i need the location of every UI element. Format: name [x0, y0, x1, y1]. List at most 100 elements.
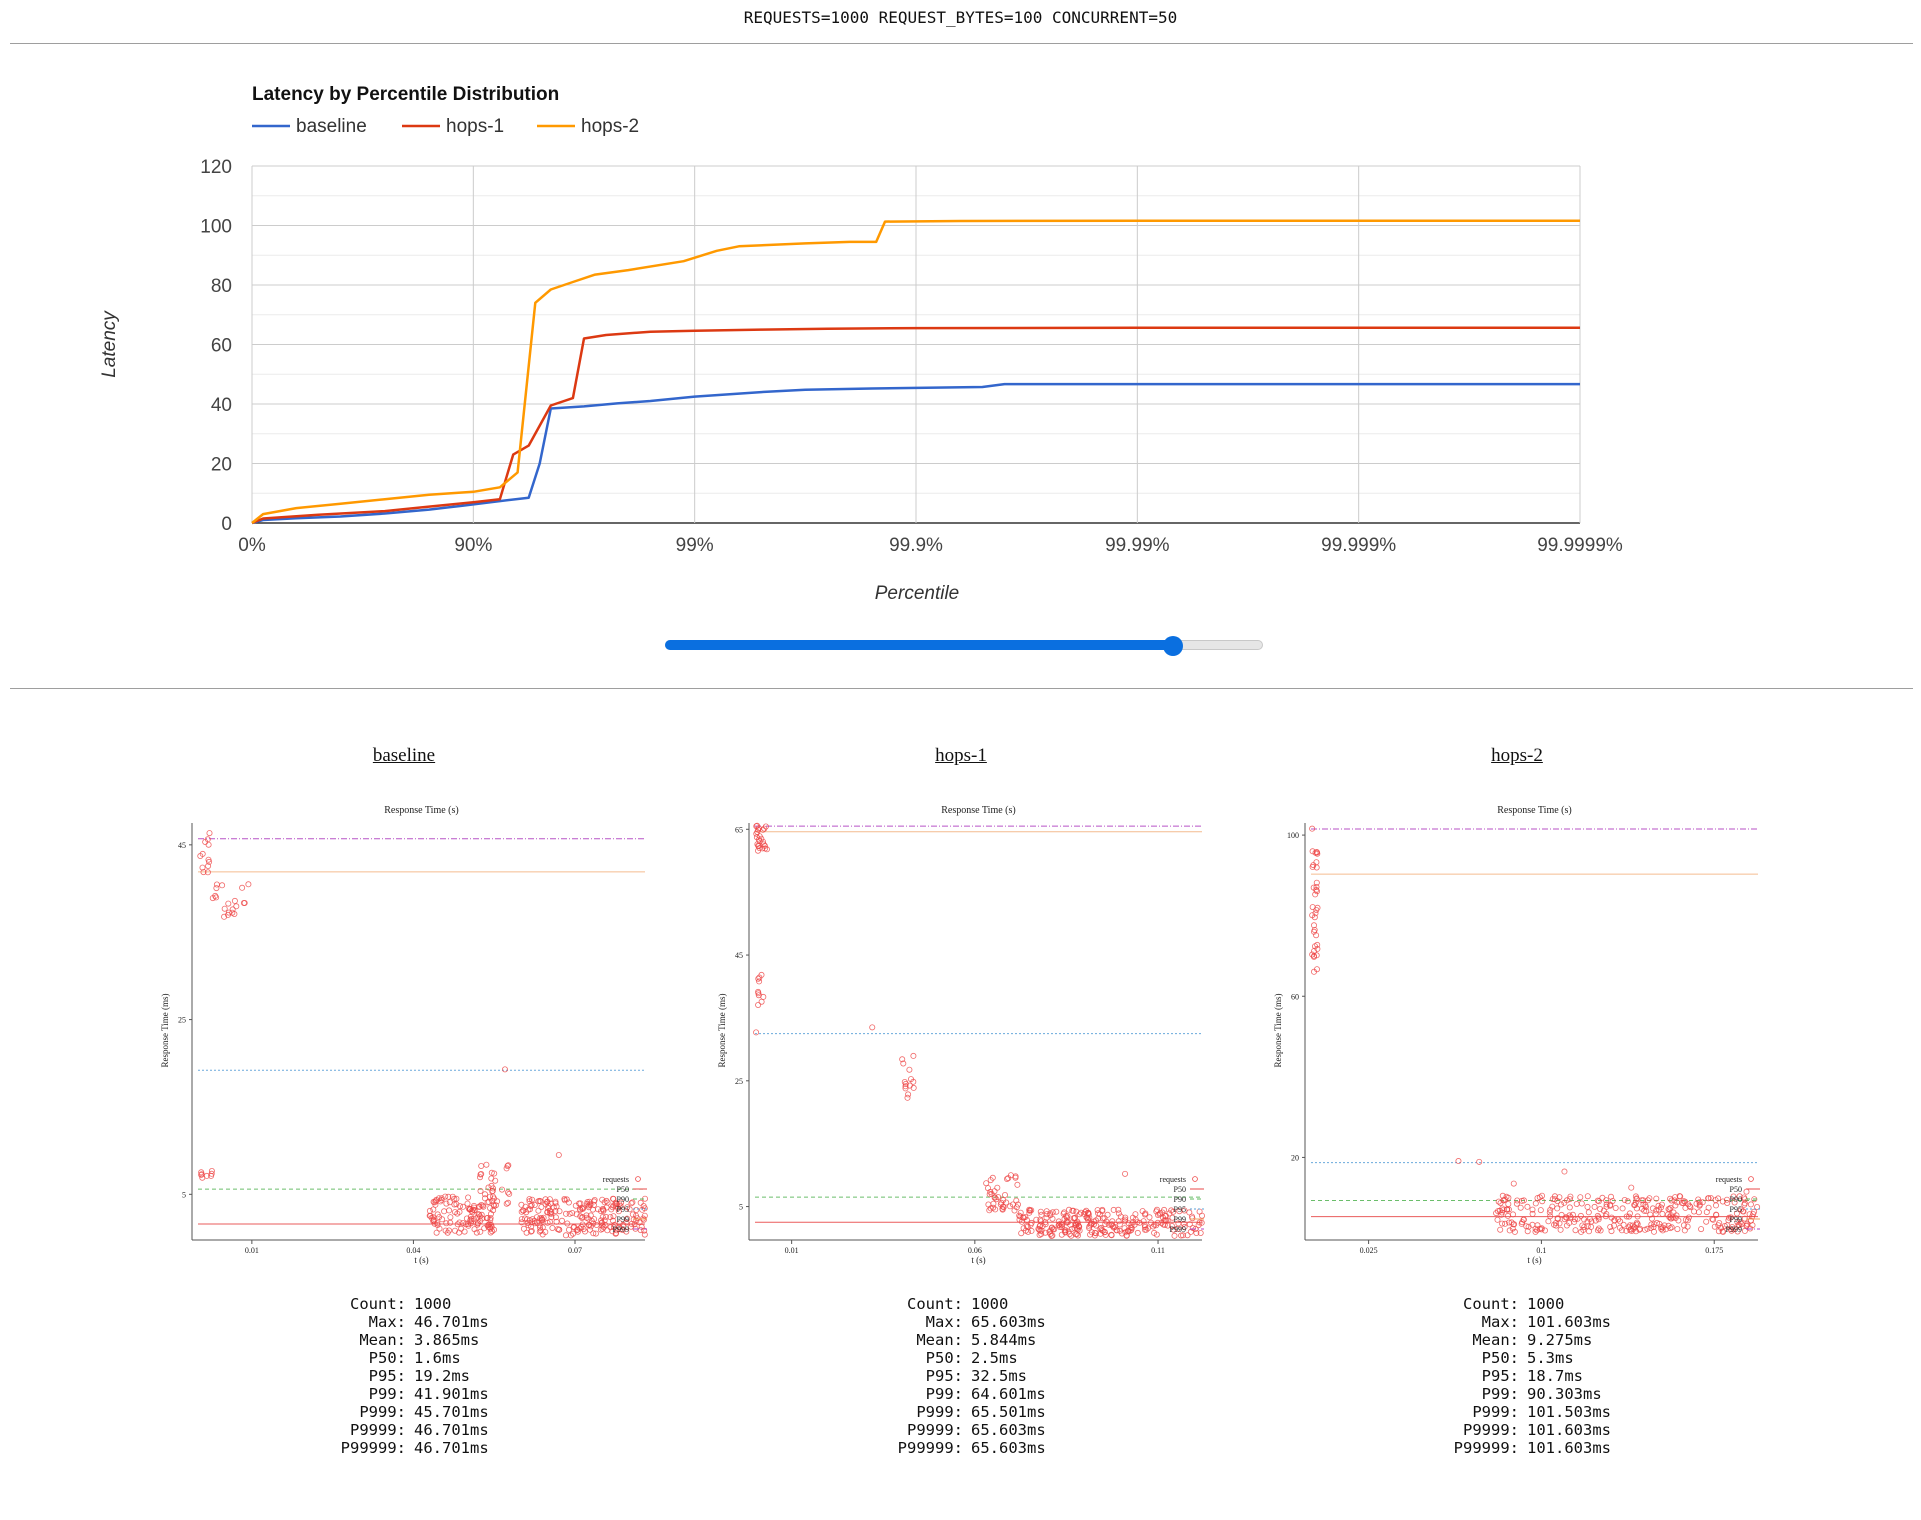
- stat-label: Max:: [368, 1313, 406, 1331]
- request-point: [544, 1205, 551, 1212]
- request-point: [1616, 1224, 1623, 1231]
- stat-value: 46.701ms: [414, 1313, 489, 1331]
- stat-label: P99:: [1481, 1385, 1519, 1403]
- request-point: [1523, 1223, 1530, 1230]
- request-point: [556, 1208, 563, 1215]
- request-point: [527, 1228, 534, 1235]
- request-point: [1180, 1220, 1187, 1227]
- stat-row: P50: 5.3ms: [1267, 1349, 1767, 1367]
- request-point: [1623, 1227, 1630, 1234]
- request-point: [906, 1066, 913, 1073]
- request-point: [578, 1205, 585, 1212]
- request-point: [481, 1225, 488, 1232]
- request-point: [580, 1226, 587, 1233]
- request-point: [1070, 1207, 1077, 1214]
- request-point: [1064, 1212, 1071, 1219]
- request-point: [206, 830, 213, 837]
- request-point: [900, 1060, 907, 1067]
- stat-row: Mean: 9.275ms: [1267, 1331, 1767, 1349]
- request-point: [1594, 1197, 1601, 1204]
- request-point: [536, 1224, 543, 1231]
- request-point: [1312, 910, 1319, 917]
- request-point: [231, 911, 238, 918]
- request-point: [1666, 1206, 1673, 1213]
- legend-label-p99: P99: [617, 1215, 629, 1224]
- request-point: [1500, 1197, 1507, 1204]
- request-point: [1741, 1200, 1748, 1207]
- stat-row: Mean: 5.844ms: [711, 1331, 1211, 1349]
- stat-value: 45.701ms: [414, 1403, 489, 1421]
- slider-thumb[interactable]: [1163, 636, 1184, 656]
- request-point: [1573, 1200, 1580, 1207]
- x-axis-label: t (s): [1527, 1255, 1541, 1265]
- request-point: [1070, 1215, 1077, 1222]
- stats-block: Count: 1000 Max: 46.701ms Mean: 3.865ms P50: 1.…: [154, 1295, 654, 1457]
- request-point: [525, 1222, 532, 1229]
- request-point: [1603, 1201, 1610, 1208]
- panel-title-link[interactable]: hops-1: [935, 745, 987, 766]
- request-point: [506, 1190, 513, 1197]
- request-point: [603, 1204, 610, 1211]
- y-tick-label: 20: [211, 455, 232, 476]
- panel-title-link[interactable]: baseline: [372, 745, 436, 766]
- stat-row: P99: 41.901ms: [154, 1385, 654, 1403]
- request-point: [1122, 1229, 1129, 1236]
- request-point: [1538, 1225, 1545, 1232]
- request-point: [1311, 922, 1318, 929]
- request-point: [1556, 1194, 1563, 1201]
- request-point: [1713, 1211, 1720, 1218]
- x-tick-label: 0.04: [406, 1246, 420, 1255]
- request-point: [1099, 1206, 1106, 1213]
- request-point: [1648, 1221, 1655, 1228]
- percentile-range-slider[interactable]: [665, 636, 1263, 656]
- request-point: [1309, 825, 1316, 832]
- request-point: [1551, 1193, 1558, 1200]
- request-point: [1102, 1221, 1109, 1228]
- request-point: [438, 1195, 445, 1202]
- request-point: [476, 1174, 483, 1181]
- request-point: [504, 1189, 511, 1196]
- request-point: [755, 990, 762, 997]
- stat-value: 1000: [971, 1295, 1009, 1313]
- request-point: [441, 1208, 448, 1215]
- request-point: [1588, 1218, 1595, 1225]
- request-point: [577, 1206, 584, 1213]
- legend-label-p999: P999: [1726, 1225, 1742, 1234]
- scatter-title: Response Time (s): [1497, 805, 1571, 816]
- request-point: [1727, 1225, 1734, 1232]
- request-point: [1065, 1206, 1072, 1213]
- request-point: [531, 1201, 538, 1208]
- request-point: [1684, 1217, 1691, 1224]
- request-point: [756, 845, 763, 852]
- middle-divider: [10, 688, 1913, 689]
- request-point: [1584, 1193, 1591, 1200]
- request-point: [468, 1215, 475, 1222]
- request-point: [1499, 1220, 1506, 1227]
- stat-row: P999: 45.701ms: [154, 1403, 654, 1421]
- request-point: [456, 1219, 463, 1226]
- request-point: [599, 1213, 606, 1220]
- request-point: [1313, 859, 1320, 866]
- request-point: [1313, 932, 1320, 939]
- request-point: [213, 894, 220, 901]
- y-tick-label: 100: [200, 217, 232, 238]
- request-point: [1037, 1208, 1044, 1215]
- request-point: [1150, 1223, 1157, 1230]
- request-point: [1553, 1222, 1560, 1229]
- request-point: [202, 839, 209, 846]
- request-point: [1122, 1214, 1129, 1221]
- request-point: [628, 1200, 635, 1207]
- request-point: [609, 1195, 616, 1202]
- request-point: [1703, 1209, 1710, 1216]
- panel-title-link[interactable]: hops-2: [1491, 745, 1543, 766]
- legend-label-p99: P99: [1174, 1215, 1186, 1224]
- stat-value: 1000: [414, 1295, 452, 1313]
- request-point: [501, 1066, 508, 1073]
- request-point: [1563, 1197, 1570, 1204]
- stat-value: 65.603ms: [971, 1313, 1046, 1331]
- request-point: [1599, 1194, 1606, 1201]
- request-point: [1612, 1204, 1619, 1211]
- request-point: [1494, 1216, 1501, 1223]
- request-point: [1626, 1210, 1633, 1217]
- request-point: [1101, 1215, 1108, 1222]
